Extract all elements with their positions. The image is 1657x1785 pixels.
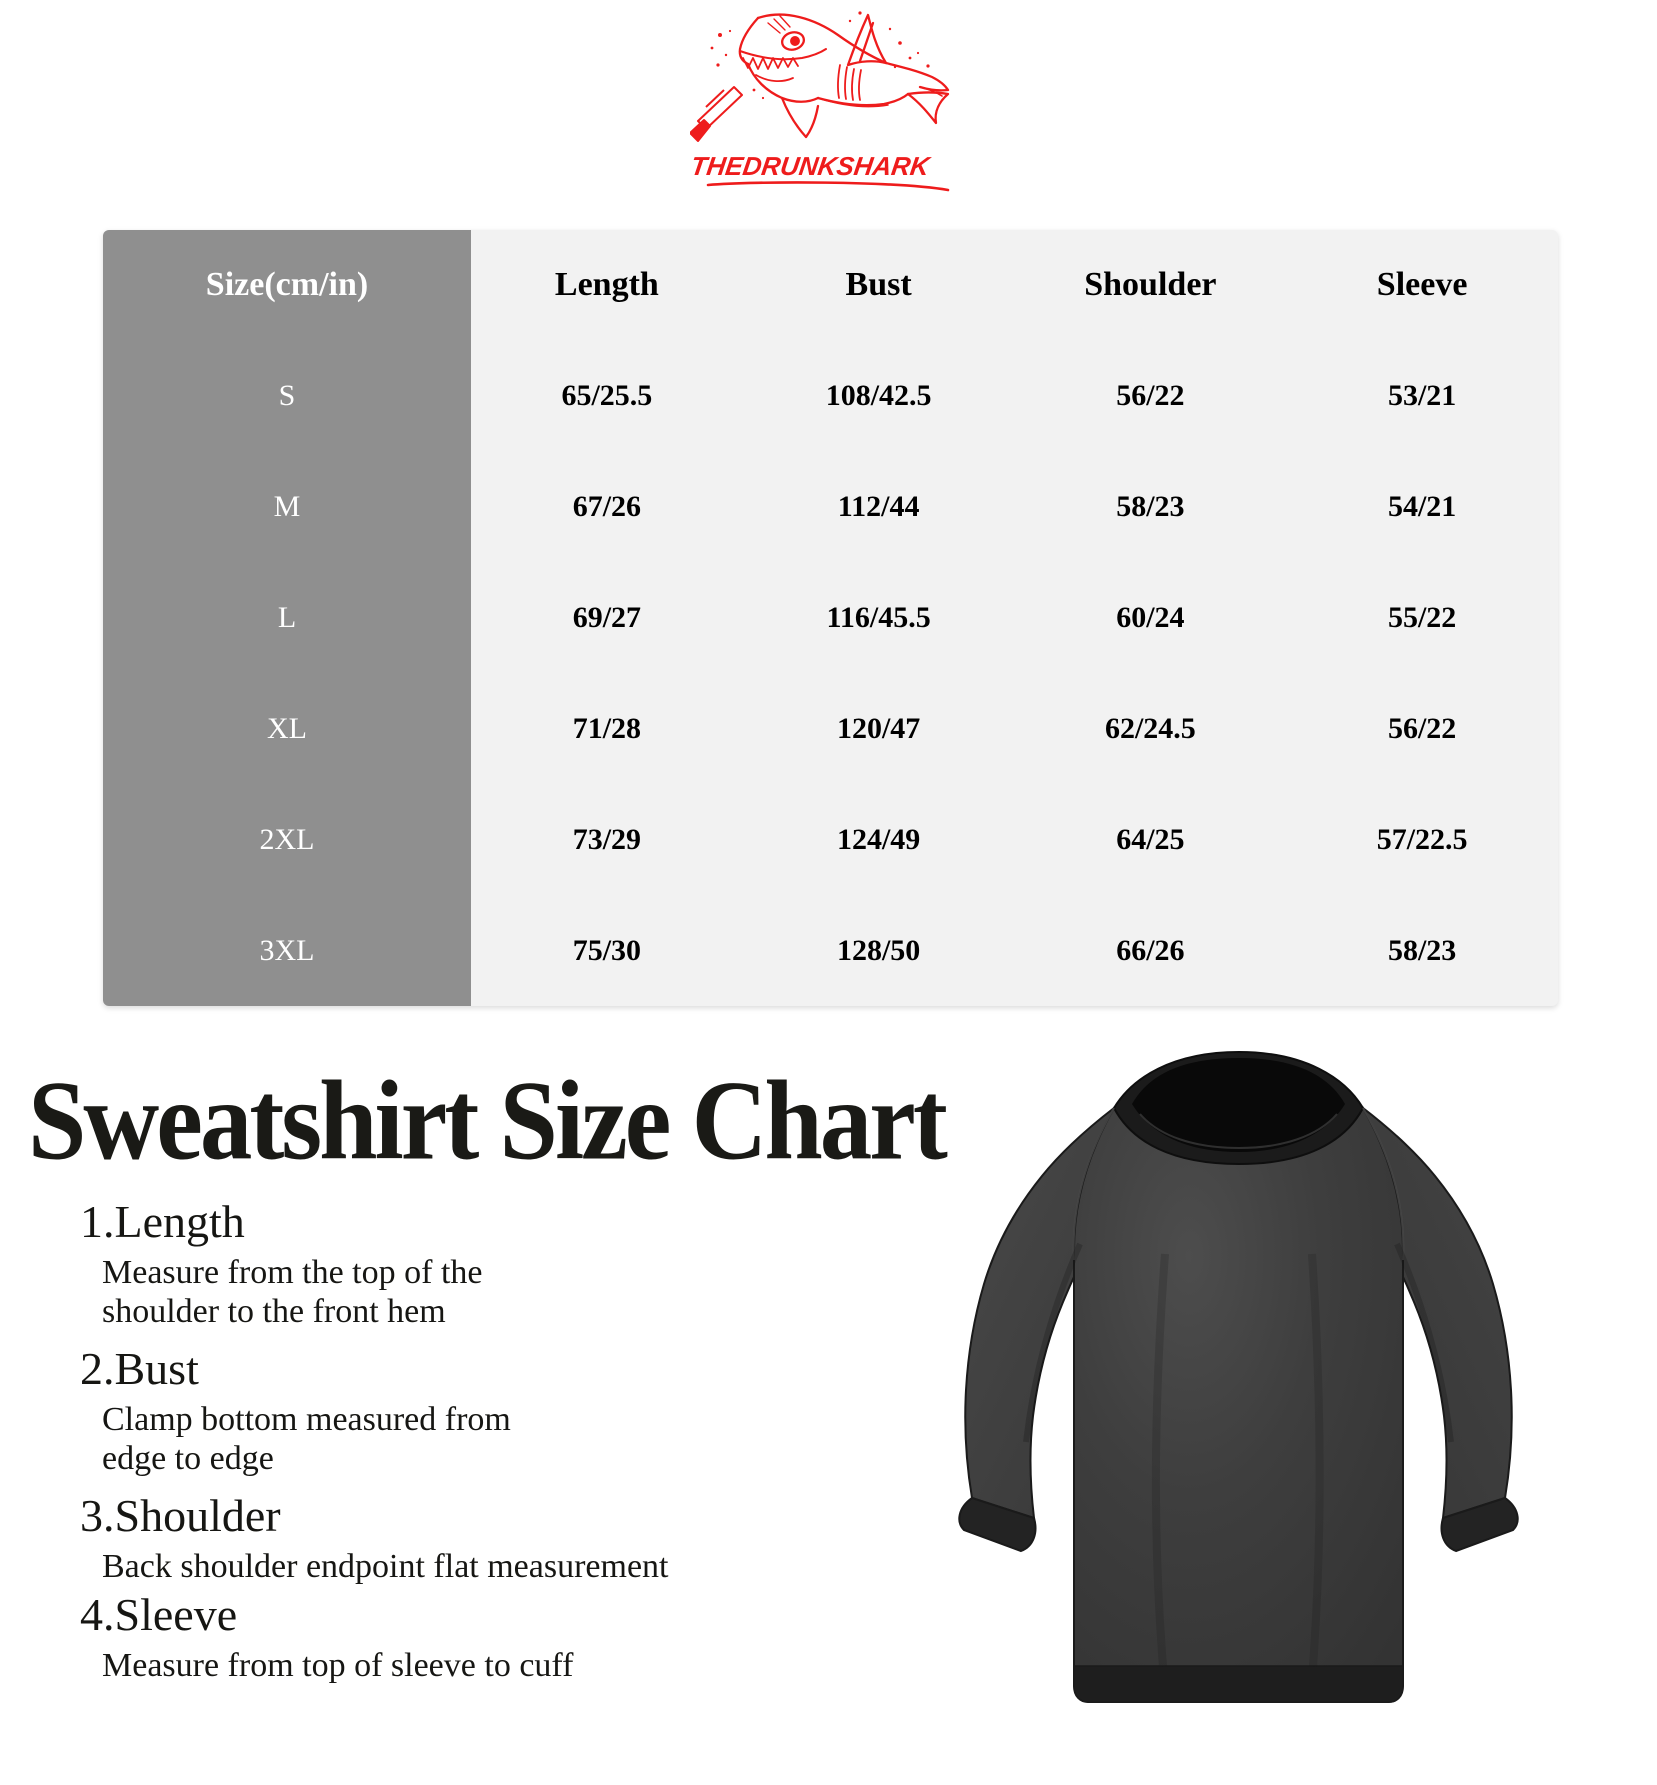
svg-text:THEDRUNKSHARK: THEDRUNKSHARK <box>690 151 933 181</box>
